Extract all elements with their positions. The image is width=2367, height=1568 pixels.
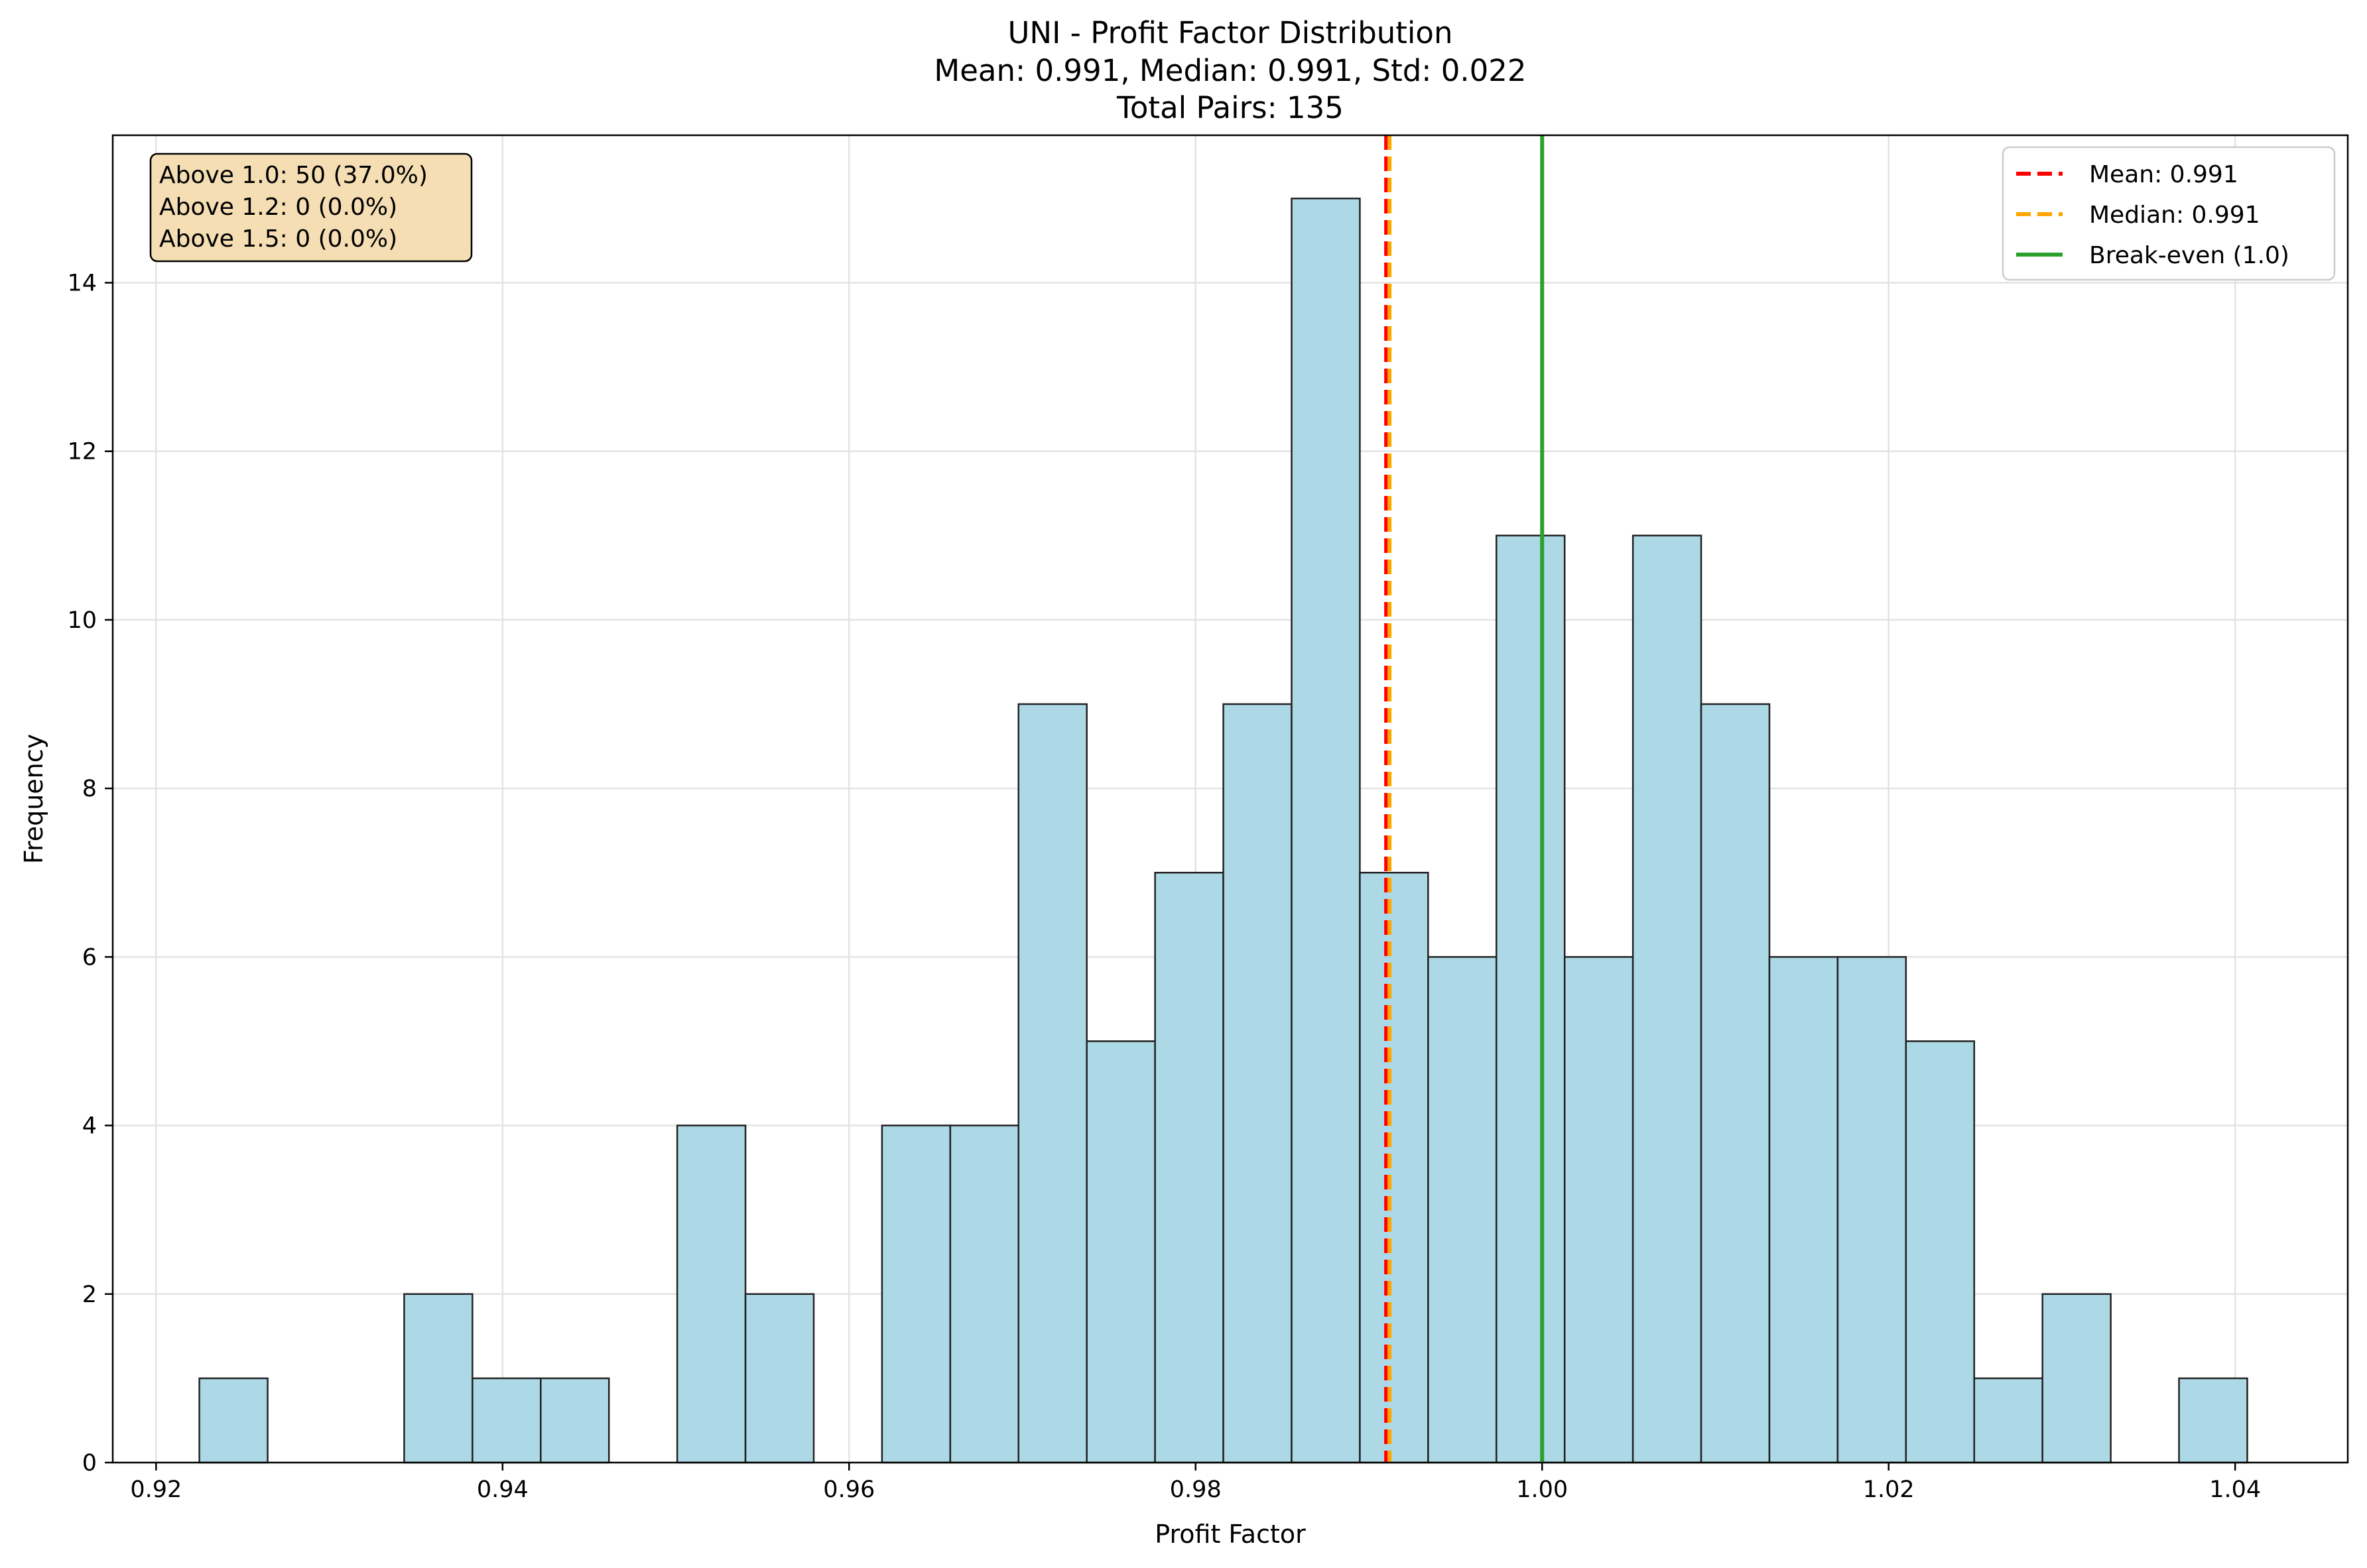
histogram-bar <box>1427 956 1498 1464</box>
legend-box <box>2002 146 2336 281</box>
reference-lines <box>1384 135 1545 1463</box>
chart-title-line-1: UNI - Profit Factor Distribution <box>1008 15 1453 50</box>
stats-line-above-1-2: Above 1.2: 0 (0.0%) <box>159 194 397 221</box>
histogram-bar <box>1291 198 1361 1464</box>
y-tick-label: 4 <box>82 1113 97 1140</box>
histogram-bar <box>2178 1377 2248 1464</box>
histogram-bar <box>1836 956 1907 1464</box>
y-tick-label: 2 <box>82 1282 97 1308</box>
y-axis-ticks: 0 2 4 6 8 10 12 14 <box>67 270 113 1477</box>
histogram-bar <box>1768 956 1839 1464</box>
histogram-bar <box>1496 534 1566 1464</box>
y-tick-label: 6 <box>82 944 97 971</box>
x-axis-label: Profit Factor <box>1155 1520 1306 1549</box>
chart-title-line-3: Total Pairs: 135 <box>1116 90 1344 125</box>
y-tick-label: 8 <box>82 776 97 802</box>
x-tick-label: 0.96 <box>823 1477 875 1503</box>
histogram-bar <box>676 1124 747 1464</box>
histogram-bar <box>1017 703 1088 1464</box>
x-tick-label: 1.04 <box>2209 1477 2261 1503</box>
histogram-bar <box>403 1293 474 1464</box>
histogram-bar <box>1086 1040 1156 1464</box>
histogram-bar <box>472 1377 542 1464</box>
legend: Mean: 0.991 Median: 0.991 Break-even (1.… <box>2002 146 2336 281</box>
x-tick-label: 1.02 <box>1863 1477 1915 1503</box>
stats-box: Above 1.0: 50 (37.0%) Above 1.2: 0 (0.0%… <box>149 152 473 263</box>
histogram-bar <box>881 1124 952 1464</box>
histogram-bar <box>1905 1040 1976 1464</box>
y-tick-label: 12 <box>67 439 97 465</box>
x-tick-label: 0.92 <box>130 1477 182 1503</box>
histogram-bar <box>1154 871 1224 1464</box>
x-tick-label: 1.00 <box>1516 1477 1568 1503</box>
y-axis-label: Frequency <box>19 734 48 864</box>
x-tick-label: 0.94 <box>477 1477 529 1503</box>
stats-box-background <box>149 152 473 263</box>
histogram-bar <box>1563 956 1634 1464</box>
legend-mean-label: Mean: 0.991 <box>2089 161 2238 188</box>
histogram-bar <box>198 1377 269 1464</box>
legend-break-even-label: Break-even (1.0) <box>2089 242 2289 269</box>
histogram-bar <box>540 1377 610 1464</box>
histogram-bar <box>1359 871 1429 1464</box>
stats-line-above-1-5: Above 1.5: 0 (0.0%) <box>159 225 397 253</box>
legend-median-label: Median: 0.991 <box>2089 202 2260 229</box>
histogram-bar <box>1631 534 1702 1464</box>
histogram-bar <box>949 1124 1020 1464</box>
histogram-bars <box>198 198 2248 1464</box>
x-axis-ticks: 0.92 0.94 0.96 0.98 1.00 1.02 1.04 <box>130 1463 2261 1503</box>
histogram-bar <box>2041 1293 2112 1464</box>
x-tick-label: 0.98 <box>1170 1477 1222 1503</box>
histogram-bar <box>1973 1377 2043 1464</box>
histogram-bar <box>1700 703 1771 1464</box>
stats-line-above-1-0: Above 1.0: 50 (37.0%) <box>159 162 428 189</box>
y-tick-label: 0 <box>82 1450 97 1477</box>
y-tick-label: 10 <box>67 607 97 634</box>
plot-frame <box>111 134 2349 1464</box>
y-tick-label: 14 <box>67 270 97 296</box>
histogram-bar <box>1222 703 1293 1464</box>
chart-title-line-2: Mean: 0.991, Median: 0.991, Std: 0.022 <box>934 53 1526 88</box>
histogram-bar <box>744 1293 815 1464</box>
